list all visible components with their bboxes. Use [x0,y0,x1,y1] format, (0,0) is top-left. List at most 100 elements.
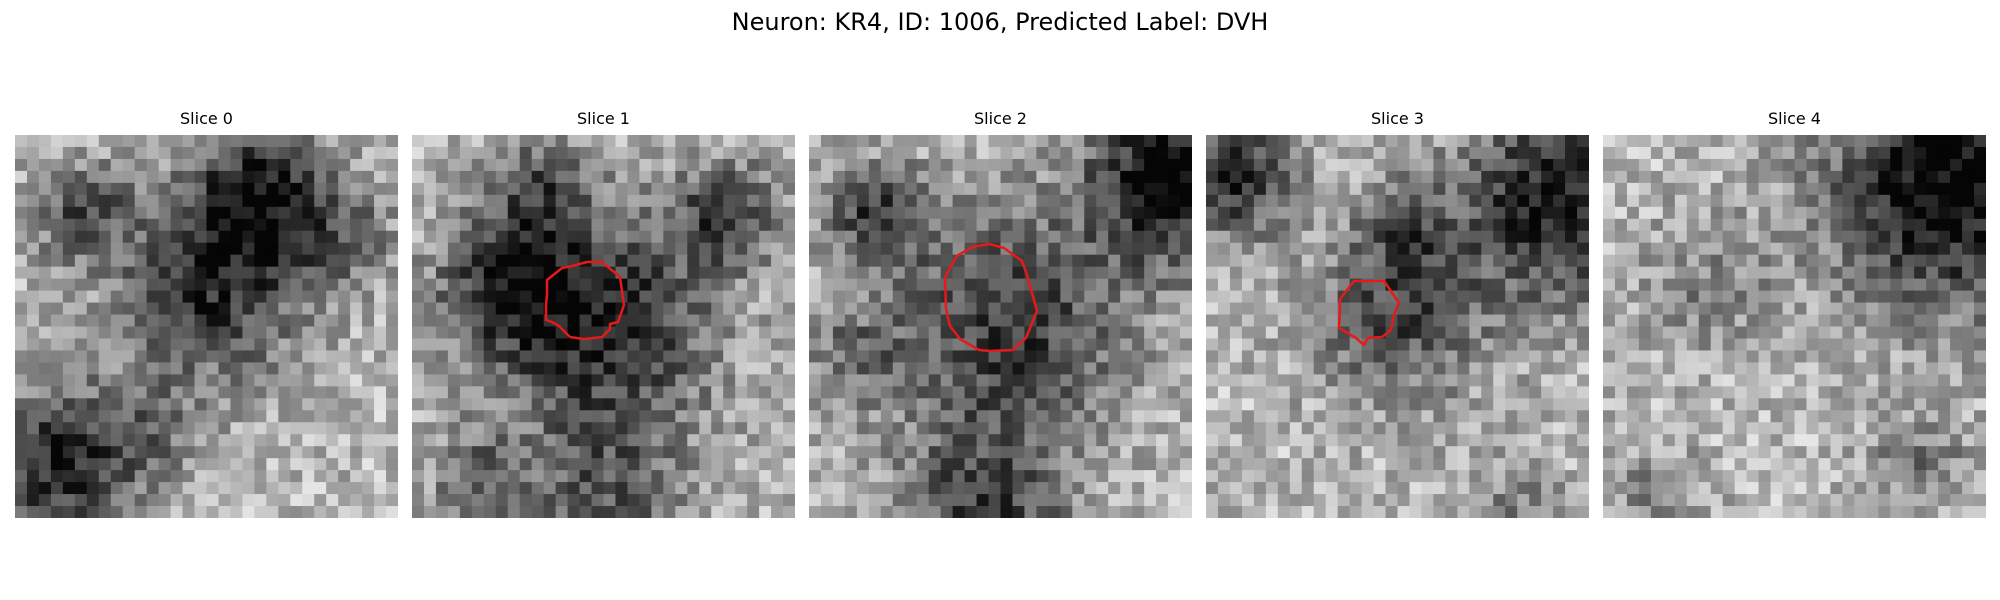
image-pixel [1144,470,1157,483]
image-pixel [1794,422,1808,435]
image-pixel [1168,135,1181,148]
image-pixel [26,314,40,328]
image-pixel [86,506,100,518]
image-pixel [170,158,184,172]
image-pixel [1457,170,1470,184]
image-pixel [412,230,425,244]
image-pixel [38,494,52,507]
image-pixel [1084,326,1097,340]
image-pixel [1301,506,1315,518]
image-pixel [194,326,208,340]
image-pixel [567,422,581,435]
image-pixel [1397,218,1411,232]
image-pixel [1156,206,1169,220]
image-pixel [230,170,244,184]
image-pixel [868,254,882,268]
image-pixel [1938,302,1951,316]
image-pixel [1553,398,1566,411]
image-pixel [916,386,930,399]
image-pixel [1770,350,1784,364]
image-pixel [1337,446,1351,459]
image-pixel [1024,254,1038,268]
image-pixel [1349,302,1363,316]
image-pixel [230,446,244,459]
image-pixel [711,506,724,518]
image-pixel [1120,410,1133,423]
image-pixel [519,278,533,292]
image-pixel [1794,290,1808,304]
image-pixel [134,230,148,244]
image-pixel [146,230,160,244]
image-pixel [1914,398,1927,411]
image-pixel [639,242,652,256]
image-pixel [916,194,930,208]
image-pixel [1048,434,1061,447]
image-pixel [591,338,605,352]
image-pixel [1289,470,1303,483]
image-pixel [1457,482,1470,495]
image-pixel [1603,146,1616,160]
image-pixel [747,362,760,375]
image-pixel [1890,422,1903,435]
image-pixel [1517,398,1530,411]
image-pixel [519,135,533,148]
image-pixel [350,398,363,411]
image-pixel [711,266,724,280]
image-pixel [326,170,339,184]
image-pixel [350,482,363,495]
image-pixel [1902,398,1915,411]
image-pixel [1505,338,1518,352]
image-pixel [471,494,485,507]
image-pixel [519,350,533,364]
image-pixel [471,326,485,340]
image-pixel [1758,182,1772,196]
image-pixel [1481,218,1494,232]
image-pixel [1565,422,1578,435]
image-pixel [687,242,700,256]
image-pixel [1445,494,1458,507]
image-pixel [747,206,760,220]
image-pixel [1229,278,1243,292]
image-pixel [675,254,688,268]
image-pixel [290,422,303,435]
image-pixel [1878,135,1891,148]
image-pixel [362,482,375,495]
image-pixel [1914,386,1927,399]
image-pixel [1866,314,1879,328]
image-pixel [1241,410,1255,423]
image-pixel [302,266,315,280]
image-pixel [1902,230,1915,244]
image-pixel [1794,194,1808,208]
image-pixel [1373,158,1387,172]
image-pixel [158,170,172,184]
image-pixel [62,410,76,423]
image-pixel [1277,206,1291,220]
image-pixel [579,374,593,387]
image-pixel [50,146,64,160]
image-pixel [1313,374,1327,387]
image-pixel [856,482,870,495]
image-pixel [904,158,918,172]
image-pixel [856,362,870,375]
image-pixel [1457,374,1470,387]
image-pixel [1385,326,1399,340]
image-pixel [759,374,772,387]
image-pixel [675,386,688,399]
image-pixel [1902,434,1915,447]
image-pixel [134,362,148,375]
image-pixel [1614,446,1628,459]
image-pixel [26,158,40,172]
image-pixel [1072,422,1085,435]
image-pixel [856,506,870,518]
image-pixel [386,290,398,304]
image-pixel [1301,338,1315,352]
image-pixel [868,158,882,172]
image-pixel [1048,278,1061,292]
figure-title: Neuron: KR4, ID: 1006, Predicted Label: … [731,8,1269,36]
image-pixel [242,494,255,507]
image-pixel [435,254,449,268]
image-pixel [988,206,1002,220]
image-pixel [412,158,425,172]
image-pixel [266,278,279,292]
image-pixel [1974,446,1986,459]
